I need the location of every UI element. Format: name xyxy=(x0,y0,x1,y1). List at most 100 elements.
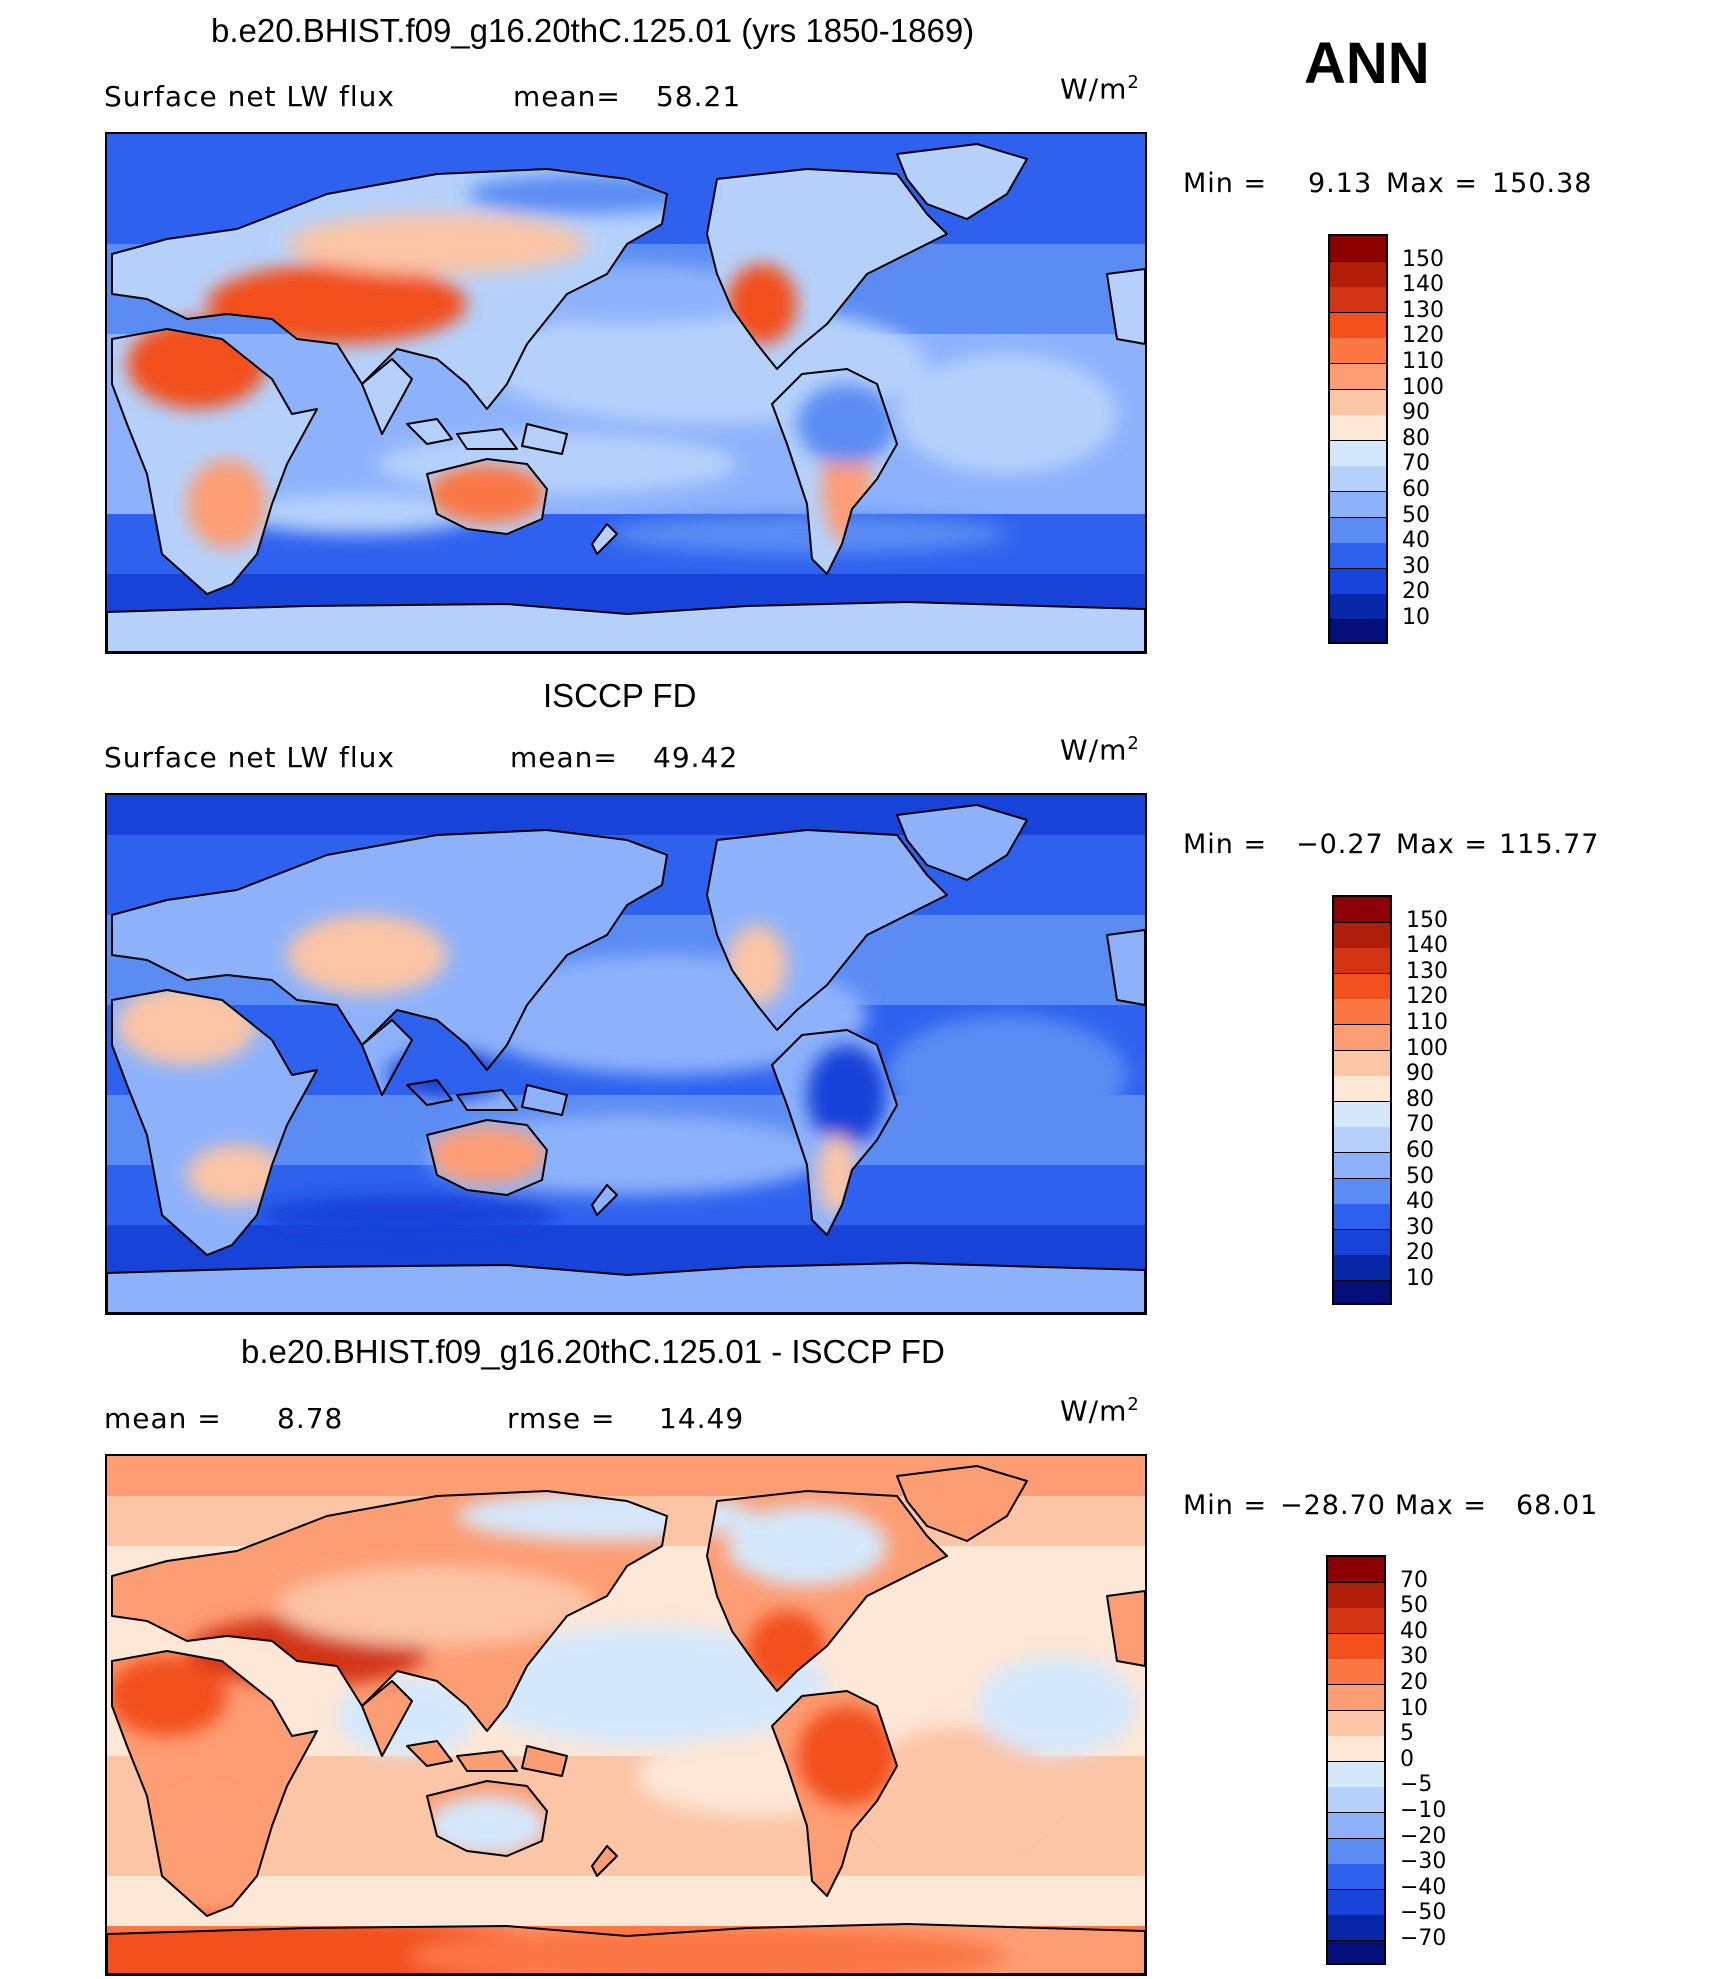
contour-region xyxy=(887,1015,1127,1135)
colorbar-tick-label: −50 xyxy=(1400,1900,1447,1926)
panel3-max-value: 68.01 xyxy=(1516,1490,1599,1521)
colorbar-swatch xyxy=(1334,1025,1390,1052)
panel3-units: W/m2 xyxy=(1060,1394,1140,1428)
colorbar-swatch xyxy=(1328,1608,1384,1635)
colorbar-swatch xyxy=(1328,1736,1384,1763)
panel2-min-label: Min = xyxy=(1183,829,1268,860)
colorbar-swatch xyxy=(1330,594,1386,621)
colorbar-swatch xyxy=(1330,287,1386,314)
coastline xyxy=(591,523,618,555)
ocean-band xyxy=(107,1876,1145,1926)
panel2-mean-label: mean= xyxy=(510,741,618,774)
colorbar-tick-label: 80 xyxy=(1406,1086,1434,1112)
colorbar-swatch xyxy=(1328,1659,1384,1686)
coastline xyxy=(111,989,318,1256)
panel1-title: b.e20.BHIST.f09_g16.20thC.125.01 (yrs 18… xyxy=(211,12,975,49)
colorbar-tick-label: 40 xyxy=(1406,1189,1434,1215)
contour-region xyxy=(287,915,447,995)
colorbar-tick-label: 20 xyxy=(1406,1240,1434,1266)
panel1-mean-value: 58.21 xyxy=(656,80,742,113)
coastline xyxy=(426,1119,548,1196)
colorbar-swatch xyxy=(1334,1050,1390,1077)
coastline xyxy=(107,1262,1145,1313)
colorbar-swatch xyxy=(1330,415,1386,442)
map-svg xyxy=(107,134,1145,652)
season-label: ANN xyxy=(1304,31,1430,96)
colorbar-swatch xyxy=(1334,897,1390,924)
panel2-units: W/m2 xyxy=(1060,733,1140,767)
coastline xyxy=(406,1079,568,1116)
colorbar-tick-label: −40 xyxy=(1400,1874,1447,1900)
colorbar-tick-label: 90 xyxy=(1406,1061,1434,1087)
contour-region xyxy=(467,1626,827,1746)
panel3-rmse-value: 14.49 xyxy=(659,1402,745,1435)
colorbar-swatch xyxy=(1328,1787,1384,1814)
colorbar-swatch xyxy=(1334,1229,1390,1256)
contour-region xyxy=(797,384,897,464)
colorbar-swatch xyxy=(1334,1153,1390,1180)
colorbar-tick-label: 30 xyxy=(1406,1214,1434,1240)
coastline xyxy=(111,1490,668,1732)
colorbar-swatch xyxy=(1334,999,1390,1026)
panel3-max-label: Max = xyxy=(1395,1490,1488,1521)
colorbar-swatch xyxy=(1328,1864,1384,1891)
colorbar-swatch xyxy=(1334,1281,1390,1303)
colorbar-tick-label: 50 xyxy=(1400,1593,1428,1619)
colorbar-tick-label: 20 xyxy=(1402,579,1430,605)
coastline xyxy=(111,829,668,1071)
colorbar-swatch xyxy=(1328,1582,1384,1609)
coastline xyxy=(107,1923,1145,1974)
colorbar-swatch xyxy=(1328,1838,1384,1865)
colorbar-swatch xyxy=(1330,312,1386,339)
coastline xyxy=(771,1029,898,1236)
contour-region xyxy=(257,1195,557,1235)
panel3-min-label: Min = xyxy=(1183,1490,1268,1521)
colorbar-swatch xyxy=(1328,1889,1384,1916)
coastline xyxy=(1106,268,1145,345)
coastline xyxy=(406,418,568,455)
contour-region xyxy=(237,494,477,534)
coastline xyxy=(107,601,1145,652)
panel2-mean-value: 49.42 xyxy=(653,741,739,774)
panel2-title: ISCCP FD xyxy=(543,677,697,714)
coastline xyxy=(111,1650,318,1917)
contour-region xyxy=(727,264,797,344)
panel2-map xyxy=(105,793,1147,1315)
colorbar-tick-label: 0 xyxy=(1400,1746,1414,1772)
contour-region xyxy=(897,354,1117,474)
panel1-max-label: Max = xyxy=(1386,168,1479,199)
coastline xyxy=(1106,929,1145,1006)
contour-region xyxy=(427,464,547,524)
panel1-map xyxy=(105,132,1147,654)
contour-region xyxy=(167,1796,247,1876)
coastline xyxy=(771,368,898,575)
coastline xyxy=(591,1845,618,1877)
coastline xyxy=(1106,1590,1145,1667)
colorbar-tick-label: 40 xyxy=(1402,528,1430,554)
coastline xyxy=(111,328,318,595)
colorbar-swatch xyxy=(1334,1204,1390,1231)
contour-region xyxy=(287,214,587,274)
coastline xyxy=(706,1490,948,1692)
contour-region xyxy=(977,1656,1137,1756)
contour-region xyxy=(277,1566,597,1646)
colorbar-swatch xyxy=(1330,568,1386,595)
coastline xyxy=(706,829,948,1031)
colorbar-tick-label: 60 xyxy=(1402,477,1430,502)
panel3-mean-label: mean = xyxy=(104,1402,222,1435)
colorbar-tick-label: 20 xyxy=(1400,1670,1428,1695)
coastline xyxy=(406,1740,568,1777)
contour-region xyxy=(427,1125,547,1185)
colorbar-tick-label: 110 xyxy=(1406,1010,1448,1035)
colorbar-swatch xyxy=(1330,389,1386,416)
colorbar-tick-label: 150 xyxy=(1406,907,1448,933)
colorbar-swatch xyxy=(1334,1255,1390,1282)
colorbar-tick-label: 50 xyxy=(1402,502,1430,528)
colorbar-tick-label: 30 xyxy=(1402,553,1430,579)
coastline xyxy=(426,458,548,535)
panel3-title: b.e20.BHIST.f09_g16.20thC.125.01 - ISCCP… xyxy=(241,1333,945,1370)
contour-region xyxy=(117,985,257,1065)
coastline xyxy=(896,1465,1028,1542)
colorbar-frame xyxy=(1332,895,1392,1305)
colorbar-tick-label: −20 xyxy=(1400,1823,1447,1849)
